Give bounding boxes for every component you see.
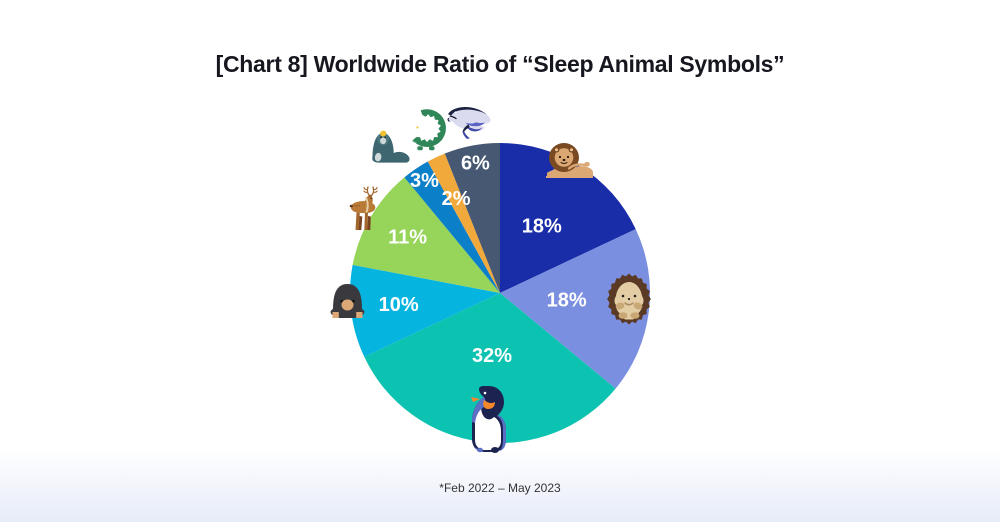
svg-text:18%: 18% [522,215,562,237]
svg-text:11%: 11% [388,227,427,249]
svg-text:18%: 18% [547,290,587,312]
svg-text:6%: 6% [461,152,490,174]
svg-text:2%: 2% [442,188,471,210]
svg-text:32%: 32% [472,345,512,367]
svg-text:10%: 10% [379,294,419,316]
svg-text:3%: 3% [410,170,439,192]
